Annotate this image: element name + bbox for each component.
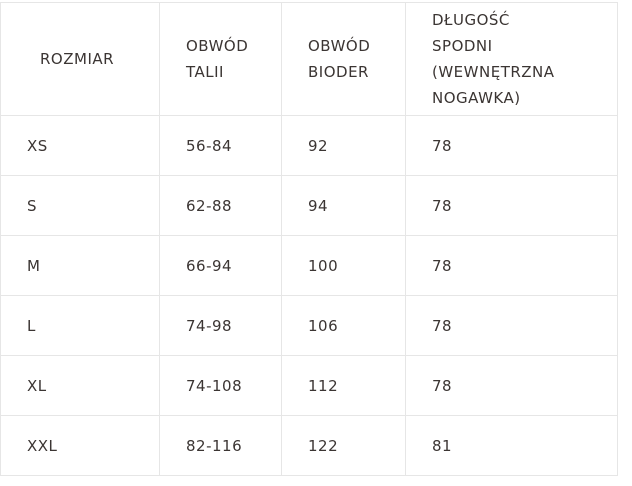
table-row: XXL 82-116 122 81 <box>0 415 618 476</box>
table-cell: 74-98 <box>159 295 282 356</box>
table-cell: 122 <box>281 415 406 476</box>
table-cell: 81 <box>405 415 618 476</box>
table-row: XS 56-84 92 78 <box>0 115 618 176</box>
table-body: XS 56-84 92 78 S 62-88 94 78 M 66-94 100 78 L 74-98 10… <box>0 115 618 476</box>
table-cell: 100 <box>281 235 406 296</box>
table-cell: XXL <box>0 415 160 476</box>
table-cell: M <box>0 235 160 296</box>
header-row: ROZMIAR OBWÓD TALII OBWÓD BIODER DŁUGOŚĆ… <box>0 2 618 116</box>
header-cell: ROZMIAR <box>0 2 160 116</box>
table-cell: 78 <box>405 235 618 296</box>
table-cell: 78 <box>405 115 618 176</box>
table-cell: 78 <box>405 175 618 236</box>
table-cell: 78 <box>405 295 618 356</box>
table-cell: 112 <box>281 355 406 416</box>
table-cell: XL <box>0 355 160 416</box>
table-cell: 74-108 <box>159 355 282 416</box>
size-table: ROZMIAR OBWÓD TALII OBWÓD BIODER DŁUGOŚĆ… <box>0 2 618 476</box>
table-cell: 78 <box>405 355 618 416</box>
table-cell: 82-116 <box>159 415 282 476</box>
table-cell: XS <box>0 115 160 176</box>
table-row: XL 74-108 112 78 <box>0 355 618 416</box>
table-cell: 94 <box>281 175 406 236</box>
table-cell: 62-88 <box>159 175 282 236</box>
header-cell: OBWÓD TALII <box>159 2 282 116</box>
table-row: L 74-98 106 78 <box>0 295 618 356</box>
header-cell: DŁUGOŚĆ SPODNI (WEWNĘTRZNA NOGAWKA) <box>405 2 618 116</box>
table-row: S 62-88 94 78 <box>0 175 618 236</box>
table-cell: 56-84 <box>159 115 282 176</box>
header-cell: OBWÓD BIODER <box>281 2 406 116</box>
table-cell: L <box>0 295 160 356</box>
table-cell: 66-94 <box>159 235 282 296</box>
table-row: M 66-94 100 78 <box>0 235 618 296</box>
table-cell: 106 <box>281 295 406 356</box>
table-cell: S <box>0 175 160 236</box>
table-cell: 92 <box>281 115 406 176</box>
